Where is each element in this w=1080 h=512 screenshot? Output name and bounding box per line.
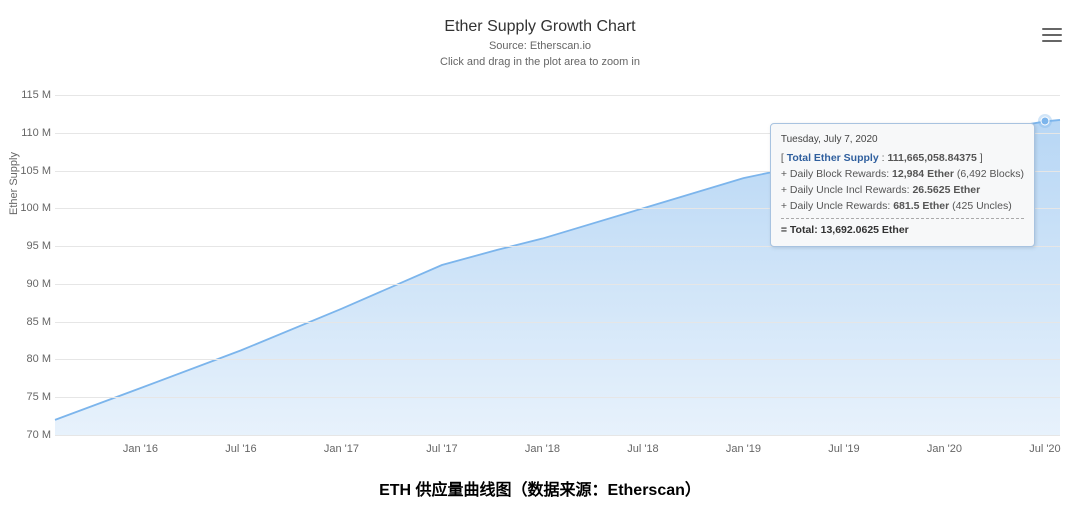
x-tick-label: Jan '16: [123, 443, 158, 455]
x-tick-label: Jul '20: [1029, 443, 1060, 455]
gridline: [55, 435, 1060, 436]
chart-subtitle-source: Source: Etherscan.io: [0, 40, 1080, 52]
chart-title: Ether Supply Growth Chart: [0, 0, 1080, 36]
gridline: [55, 397, 1060, 398]
y-tick-label: 90 M: [15, 278, 51, 290]
x-tick-label: Jan '18: [525, 443, 560, 455]
chart-subtitle-hint: Click and drag in the plot area to zoom …: [0, 56, 1080, 68]
y-tick-label: 80 M: [15, 353, 51, 365]
x-tick-label: Jul '18: [627, 443, 658, 455]
hover-marker: [1038, 114, 1052, 128]
gridline: [55, 284, 1060, 285]
y-tick-label: 75 M: [15, 391, 51, 403]
caption: ETH 供应量曲线图（数据来源：Etherscan）: [0, 476, 1080, 500]
gridline: [55, 359, 1060, 360]
x-tick-label: Jan '19: [726, 443, 761, 455]
y-tick-label: 95 M: [15, 240, 51, 252]
y-tick-label: 70 M: [15, 429, 51, 441]
y-tick-label: 85 M: [15, 316, 51, 328]
chart-tooltip: Tuesday, July 7, 2020[ Total Ether Suppl…: [770, 123, 1035, 247]
y-tick-label: 105 M: [15, 165, 51, 177]
x-tick-label: Jul '19: [828, 443, 859, 455]
gridline: [55, 95, 1060, 96]
y-tick-label: 100 M: [15, 202, 51, 214]
y-tick-label: 115 M: [15, 89, 51, 101]
x-tick-label: Jul '17: [426, 443, 457, 455]
x-tick-label: Jan '17: [324, 443, 359, 455]
x-tick-label: Jul '16: [225, 443, 256, 455]
y-tick-label: 110 M: [15, 127, 51, 139]
x-tick-label: Jan '20: [927, 443, 962, 455]
chart-menu-icon[interactable]: [1042, 28, 1062, 44]
ether-supply-chart: Ether Supply Growth Chart Source: Ethers…: [0, 0, 1080, 470]
plot-area[interactable]: 70 M75 M80 M85 M90 M95 M100 M105 M110 M1…: [55, 95, 1060, 435]
gridline: [55, 322, 1060, 323]
